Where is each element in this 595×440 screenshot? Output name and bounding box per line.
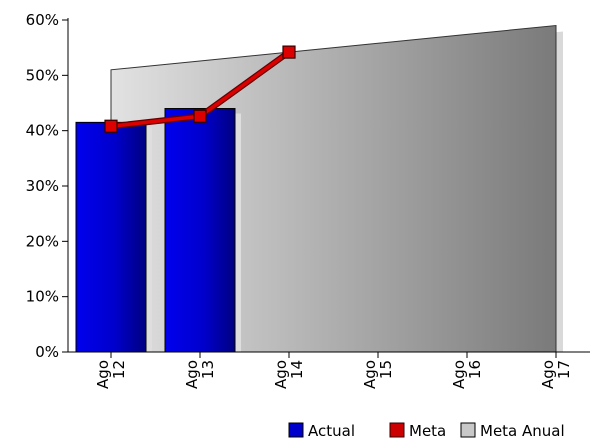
y-tick-label: 40% [26, 122, 59, 140]
y-tick-label: 50% [26, 66, 59, 84]
legend-meta-swatch [389, 422, 405, 438]
x-tick-label-line2: 14 [288, 360, 306, 379]
bars-layer [75, 108, 241, 353]
x-tick-label-line1: Ago [361, 360, 379, 389]
x-tick-label-line2: 12 [110, 360, 128, 379]
x-tick-label-line1: Ago [94, 360, 112, 389]
y-tick-label: 30% [26, 177, 59, 195]
x-tick-label-line1: Ago [539, 360, 557, 389]
x-tick-label-line1: Ago [272, 360, 290, 389]
x-tick-label-line2: 13 [199, 360, 217, 379]
y-tick-label: 20% [26, 232, 59, 250]
x-tick-label-line2: 15 [377, 360, 395, 379]
y-tick-label: 60% [26, 11, 59, 29]
line-meta-marker [193, 109, 207, 123]
x-tick-label-line1: Ago [450, 360, 468, 389]
line-meta-marker [104, 119, 118, 133]
legend-actual-swatch [288, 422, 304, 438]
x-tick-label-line2: 17 [555, 360, 573, 379]
x-tick-label-line1: Ago [183, 360, 201, 389]
legend-meta-anual-swatch [460, 422, 476, 438]
bar-actual [164, 108, 236, 353]
legend-meta-label: Meta [409, 422, 446, 440]
y-tick-label: 10% [26, 288, 59, 306]
bar-actual [75, 121, 147, 353]
legend-actual-label: Actual [308, 422, 355, 440]
y-tick-label: 0% [35, 343, 59, 361]
x-tick-label-line2: 16 [466, 360, 484, 379]
legend: Actual Meta Meta Anual [288, 422, 565, 440]
legend-meta-anual-label: Meta Anual [480, 422, 565, 440]
line-meta-marker [282, 45, 296, 59]
line-layer [104, 45, 296, 133]
